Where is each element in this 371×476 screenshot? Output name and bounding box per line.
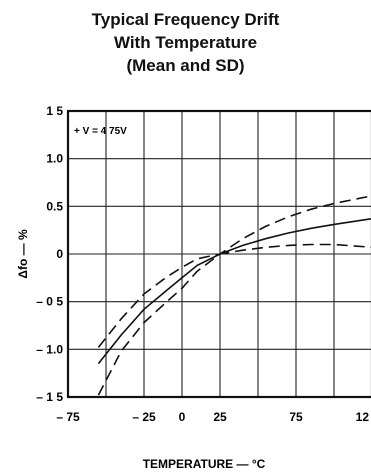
y-tick-label: 1 5 <box>46 104 63 118</box>
y-tick-label: – 1.0 <box>36 342 63 356</box>
x-tick-label: – 25 <box>132 410 156 424</box>
y-tick-label: 1.0 <box>46 152 63 166</box>
series-line-1 <box>97 218 371 365</box>
y-tick-label: 0.5 <box>46 199 63 213</box>
x-tick-label: 75 <box>289 410 303 424</box>
y-tick-labels: 1 5 1.0 0.5 0 – 0 5 – 1.0 – 1 5 <box>36 104 63 404</box>
supply-voltage-annotation: + V = 4 75V <box>74 126 127 137</box>
x-tick-labels: – 75 – 25 0 25 75 12 <box>56 410 369 424</box>
x-tick-label: 25 <box>213 410 227 424</box>
y-tick-label: – 0 5 <box>36 295 63 309</box>
plot-frame <box>66 109 371 399</box>
x-tick-label: 0 <box>179 410 186 424</box>
chart-title-line-2: With Temperature <box>113 33 258 52</box>
chart-title: Typical Frequency Drift With Temperature… <box>0 8 371 77</box>
y-axis-label: Δfo — % <box>16 229 30 279</box>
series-line-3 <box>97 243 371 396</box>
chart-title-line-3: (Mean and SD) <box>126 56 245 75</box>
x-tick-label: 12 <box>356 410 370 424</box>
y-tick-label: 0 <box>56 247 63 261</box>
series-line-2 <box>97 195 371 348</box>
x-tick-label: – 75 <box>56 410 80 424</box>
x-axis-label: TEMPERATURE — °C <box>143 457 266 471</box>
series-group <box>97 195 371 396</box>
y-tick-label: – 1 5 <box>36 390 63 404</box>
chart-title-line-1: Typical Frequency Drift <box>91 10 280 29</box>
